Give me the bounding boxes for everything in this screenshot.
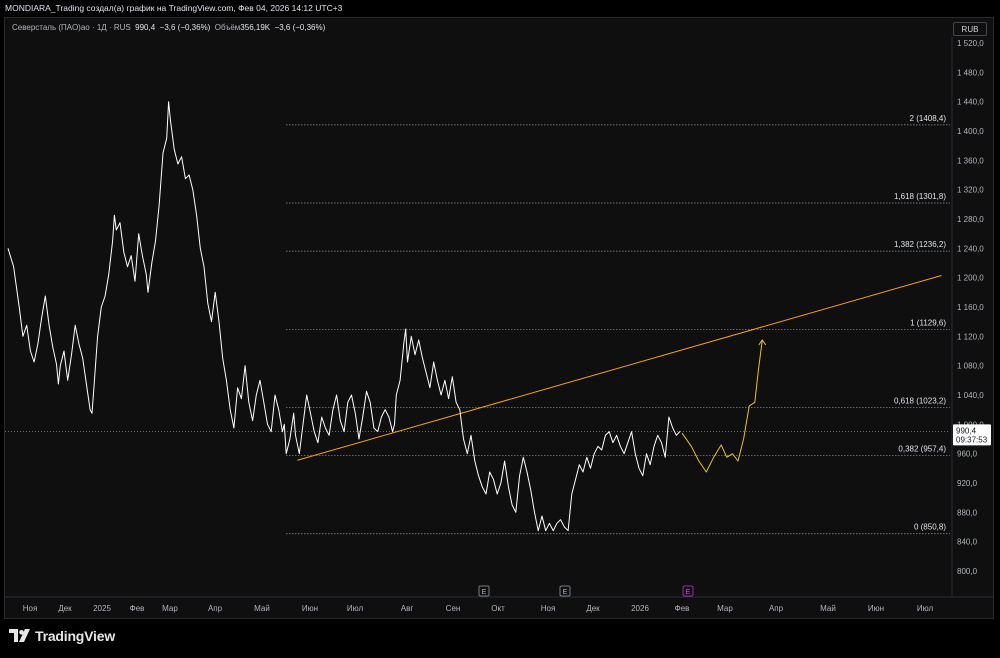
legend-change: −3,6 (−0,36%) xyxy=(159,23,211,32)
x-tick-label: Июл xyxy=(347,604,364,613)
x-tick-label: 2025 xyxy=(93,604,111,613)
x-tick-label: Ноя xyxy=(541,604,556,613)
fib-level-label: 1 (1129,6) xyxy=(910,318,946,327)
y-tick-label: 1 040,0 xyxy=(957,391,984,400)
y-tick-label: 920,0 xyxy=(957,479,978,488)
time-axis: Ноя Дек 2025 Фев Мар Апр Май Июн Июл Авг Сен Окт Ноя… xyxy=(5,596,993,613)
x-tick-label: Июн xyxy=(302,604,318,613)
fibonacci-levels: 0 (850,8) 0,382 (957,4) 0,618 (1023,2) 1 (1… xyxy=(286,114,950,535)
y-tick-label: 1 400,0 xyxy=(957,127,984,136)
earnings-event-letter: E xyxy=(686,589,691,596)
tradingview-logo-icon xyxy=(9,629,30,642)
volume-value: 356,19K xyxy=(240,23,271,32)
fib-level-label: 0,618 (1023,2) xyxy=(894,396,946,405)
x-tick-label: Авг xyxy=(401,604,414,613)
y-tick-label: 1 520,0 xyxy=(957,39,984,48)
x-tick-label: Мар xyxy=(162,604,178,613)
y-tick-label: 1 440,0 xyxy=(957,98,984,107)
x-tick-label: Окт xyxy=(491,604,505,613)
y-tick-label: 1 240,0 xyxy=(957,244,984,253)
last-price-value: 990,4 xyxy=(956,426,977,435)
symbol-label[interactable]: Северсталь (ПАО)ао · 1Д · RUS xyxy=(12,23,131,32)
x-tick-label: Апр xyxy=(769,604,784,613)
fib-level-label: 0 (850,8) xyxy=(914,523,946,532)
x-tick-label: Фев xyxy=(675,604,690,613)
earnings-event-letter: E xyxy=(482,589,487,596)
earnings-event-letter: E xyxy=(563,589,568,596)
x-tick-label: Дек xyxy=(58,604,72,613)
y-tick-label: 1 120,0 xyxy=(957,332,984,341)
chart-frame[interactable] xyxy=(4,17,994,619)
x-tick-label: Ноя xyxy=(23,604,38,613)
fib-level-label: 1,382 (1236,2) xyxy=(894,240,946,249)
attribution-line: MONDIARA_Trading создал(а) график на Tra… xyxy=(5,3,343,13)
series-layer xyxy=(5,101,950,532)
y-tick-label: 1 320,0 xyxy=(957,186,984,195)
earnings-event-marker[interactable] xyxy=(478,585,490,597)
price-axis: 1 520,0 1 480,0 1 440,0 1 400,0 1 360,0 1 320… xyxy=(951,37,991,597)
trendline xyxy=(297,274,942,461)
x-tick-label: Июн xyxy=(868,604,884,613)
volume-label: Объём xyxy=(214,23,241,32)
y-tick-label: 960,0 xyxy=(957,450,978,459)
y-tick-label: 880,0 xyxy=(957,508,978,517)
x-tick-label: Май xyxy=(254,604,270,613)
price-series-line xyxy=(7,101,681,532)
fib-level-label: 0,382 (957,4) xyxy=(898,445,946,454)
x-tick-label: Апр xyxy=(208,604,223,613)
x-tick-label: Фев xyxy=(130,604,145,613)
y-tick-label: 1 200,0 xyxy=(957,274,984,283)
earnings-event-marker[interactable] xyxy=(559,585,571,597)
y-tick-label: 800,0 xyxy=(957,567,978,576)
y-tick-label: 1 360,0 xyxy=(957,156,984,165)
y-tick-label: 1 080,0 xyxy=(957,362,984,371)
y-tick-label: 1 160,0 xyxy=(957,303,984,312)
currency-button[interactable]: RUB xyxy=(953,22,987,36)
projection-path xyxy=(681,339,763,473)
fib-level-label: 1,618 (1301,8) xyxy=(894,192,946,201)
x-tick-label: Май xyxy=(820,604,836,613)
chart-legend: Северсталь (ПАО)ао · 1Д · RUS 990,4 −3,6… xyxy=(12,23,325,32)
earnings-event-marker[interactable] xyxy=(682,585,694,597)
bar-countdown: 09:37:53 xyxy=(956,435,988,444)
tradingview-logo[interactable]: TradingView xyxy=(9,628,115,644)
volume-change: −3,6 (−0,36%) xyxy=(274,23,326,32)
x-tick-label: Дек xyxy=(586,604,600,613)
y-tick-label: 1 480,0 xyxy=(957,68,984,77)
last-price-tag xyxy=(953,424,991,446)
x-tick-label: Мар xyxy=(717,604,733,613)
projection-arrowhead xyxy=(758,339,767,346)
fib-level-label: 2 (1408,4) xyxy=(910,114,947,123)
y-tick-label: 1 280,0 xyxy=(957,215,984,224)
x-tick-label: 2026 xyxy=(631,604,649,613)
x-tick-label: Сен xyxy=(446,604,461,613)
y-tick-label: 840,0 xyxy=(957,538,978,547)
brand-name: TradingView xyxy=(35,628,116,644)
legend-price: 990,4 xyxy=(135,23,156,32)
x-tick-label: Июл xyxy=(917,604,934,613)
